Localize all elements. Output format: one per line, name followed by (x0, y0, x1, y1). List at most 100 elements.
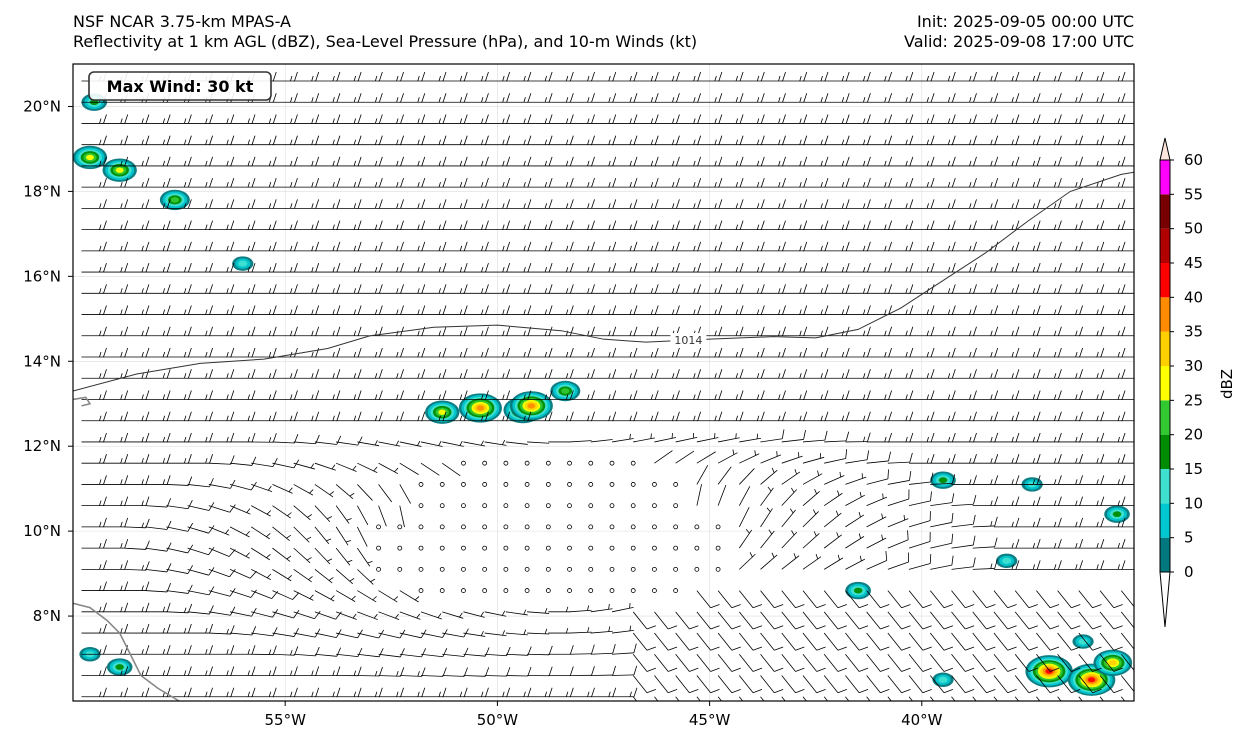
wind-barb (123, 178, 150, 188)
wind-barb (633, 433, 655, 443)
wind-barb (1057, 114, 1083, 124)
wind-barb (208, 666, 235, 676)
wind-barb (930, 326, 956, 337)
wind-barb (1057, 156, 1083, 167)
wind-barb (887, 530, 909, 549)
wind-barb (335, 462, 357, 472)
wind-barb (1100, 199, 1126, 209)
wind-barb (187, 623, 213, 634)
wind-barb (802, 590, 826, 609)
wind-barb (739, 71, 765, 82)
wind-barb (930, 411, 956, 422)
wind-barb (463, 440, 486, 447)
reflectivity-cell (1067, 663, 1116, 696)
wind-barb (357, 411, 383, 422)
wind-barb (463, 611, 485, 618)
wind-barb (1100, 241, 1126, 252)
wind-barb (1121, 144, 1134, 146)
wind-barb (463, 630, 486, 637)
calm-circle (524, 482, 530, 487)
calm-circle (418, 588, 424, 593)
wind-barb (781, 654, 805, 672)
wind-barb (1078, 454, 1105, 464)
wind-barb (123, 475, 150, 485)
reflectivity-cell (1072, 634, 1094, 649)
wind-barb (1057, 454, 1083, 464)
wind-barb (633, 369, 659, 379)
wind-barb (378, 648, 405, 658)
wind-barb (1036, 517, 1062, 528)
calm-circle (439, 566, 445, 572)
wind-barb (357, 547, 373, 567)
wind-barb (951, 71, 977, 82)
wind-barb (1121, 229, 1134, 231)
calm-circle (461, 482, 466, 487)
wind-barb (802, 411, 829, 422)
wind-barb (845, 326, 871, 337)
wind-barb (230, 220, 256, 231)
calm-circle (609, 566, 615, 572)
wind-barb (590, 284, 617, 294)
wind-barb (230, 241, 256, 252)
calm-circle (694, 566, 700, 572)
wind-barb (590, 220, 617, 231)
wind-barb (845, 390, 871, 400)
calm-circle (694, 524, 700, 530)
wind-barb (145, 114, 171, 124)
wind-barb (251, 484, 273, 493)
wind-barb (1100, 496, 1126, 507)
wind-barb (866, 241, 893, 252)
wind-barb (802, 178, 829, 188)
wind-barb (760, 220, 786, 231)
wind-barb (696, 347, 723, 358)
wind-barb (442, 135, 468, 146)
calm-circle (588, 524, 594, 530)
wind-barb (569, 644, 595, 655)
wind-barb (633, 390, 659, 400)
wind-barb (760, 451, 782, 464)
wind-barb (845, 305, 871, 315)
wind-barb (1015, 284, 1041, 294)
calm-circle (588, 482, 594, 487)
wind-barb (399, 369, 426, 379)
map-area: 1014 (73, 64, 1134, 701)
wind-barb (654, 611, 678, 630)
wind-barb (81, 411, 107, 422)
wind-barb (675, 369, 702, 379)
wind-barb (357, 666, 383, 677)
wind-barb (81, 517, 107, 528)
wind-barb (314, 590, 335, 602)
wind-barb (399, 241, 426, 252)
wind-barb (1014, 675, 1038, 694)
wind-barb (1014, 632, 1038, 651)
wind-barb (336, 114, 362, 124)
wind-barb (993, 675, 1017, 694)
wind-barb (314, 687, 341, 698)
wind-barb (802, 156, 829, 167)
wind-barb (654, 220, 680, 231)
wind-barb (1057, 135, 1083, 146)
wind-barb (929, 696, 935, 701)
wind-barb (1036, 114, 1062, 124)
wind-barb (569, 347, 595, 358)
wind-barb (718, 178, 744, 188)
calm-circle (376, 545, 381, 551)
wind-barb (909, 199, 935, 209)
wind-barb (1036, 347, 1062, 358)
wind-barb (930, 305, 956, 315)
max-wind-label: Max Wind: 30 kt (107, 77, 254, 96)
wind-barb (654, 93, 680, 103)
wind-barb (760, 696, 765, 701)
wind-barb (887, 220, 914, 231)
wind-barb (81, 178, 107, 188)
wind-barb (272, 434, 299, 444)
wind-barb (590, 71, 617, 82)
wind-barb (696, 411, 723, 422)
wind-barb (972, 199, 999, 209)
calm-circle (609, 503, 615, 509)
wind-barb (909, 178, 935, 188)
wind-barb (930, 284, 956, 294)
wind-barb (527, 687, 553, 698)
wind-barb (739, 156, 765, 167)
wind-barb (357, 611, 379, 621)
